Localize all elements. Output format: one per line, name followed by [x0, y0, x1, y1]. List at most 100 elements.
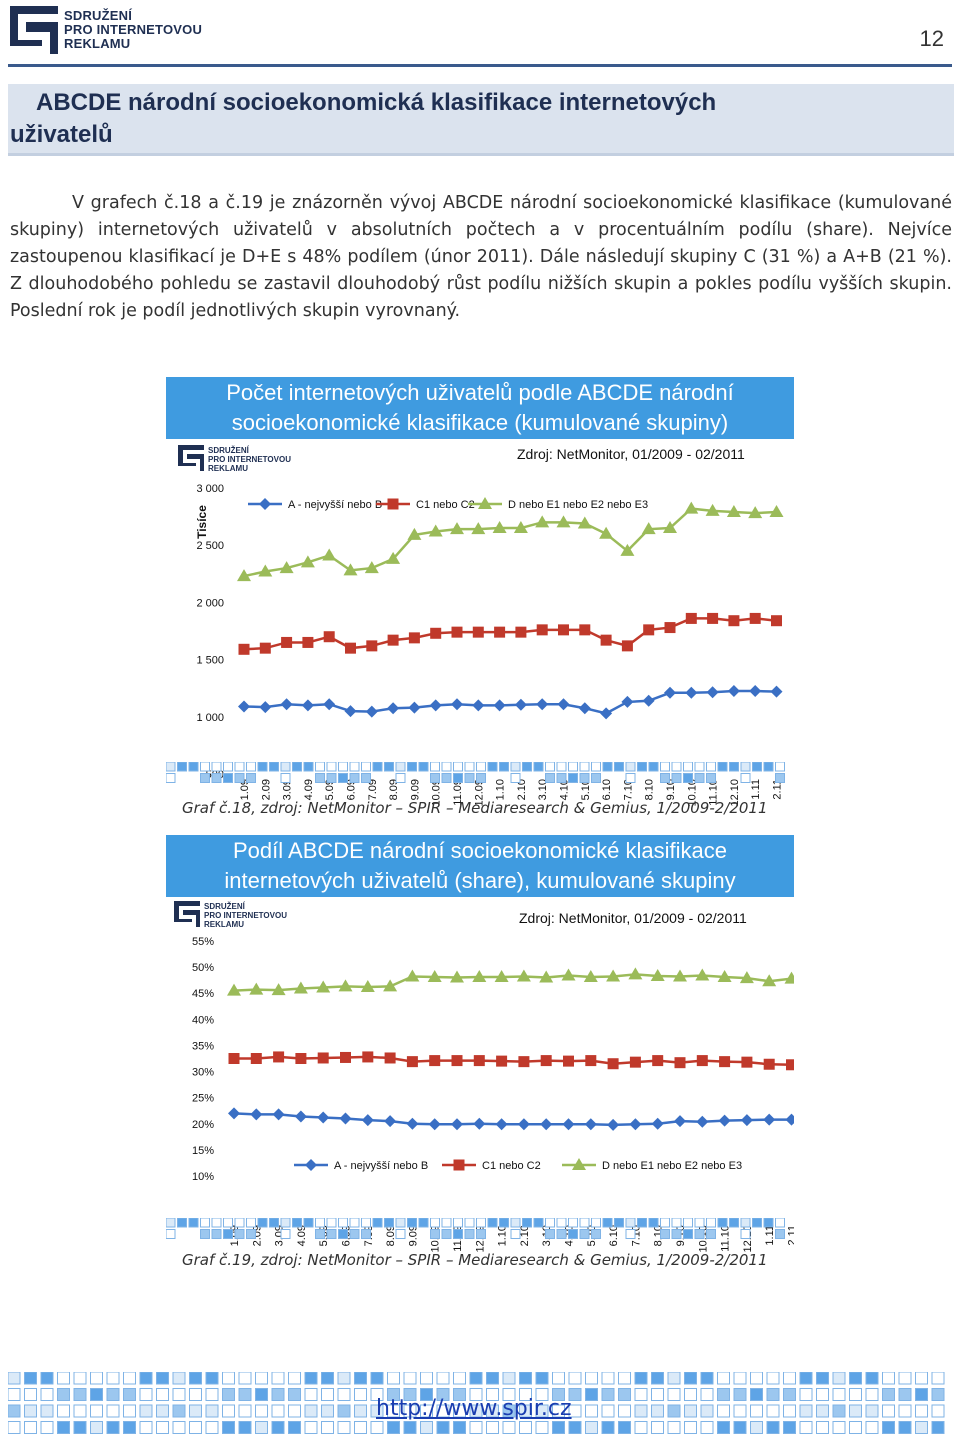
- chart-title-line: Počet internetových uživatelů podle ABCD…: [226, 380, 734, 405]
- decorative-square: [211, 1229, 222, 1239]
- decorative-square: [418, 762, 429, 772]
- decorative-square: [123, 1372, 136, 1385]
- decorative-square: [255, 1421, 268, 1434]
- decorative-square: [280, 762, 291, 772]
- decorative-square: [321, 1388, 334, 1401]
- decorative-square: [337, 1372, 351, 1385]
- decorative-square: [370, 1372, 384, 1385]
- decorative-square: [177, 1218, 187, 1228]
- x-tick-label: 9.09: [407, 1225, 419, 1246]
- data-point: [629, 1118, 642, 1131]
- chart-title-line: socioekonomické klasifikace (kumulované …: [231, 410, 729, 435]
- decorative-square: [372, 762, 383, 772]
- decorative-square: [519, 1421, 532, 1434]
- x-tick-label: 1.11: [750, 779, 762, 800]
- decorative-square: [246, 1218, 256, 1228]
- data-point: [340, 1051, 351, 1063]
- decorative-square: [361, 773, 371, 783]
- decorative-square: [40, 1388, 54, 1401]
- decorative-squares-band: [166, 1218, 785, 1239]
- decorative-square: [57, 1404, 70, 1418]
- decorative-square: [671, 1218, 682, 1228]
- decorative-square: [156, 1388, 169, 1401]
- decorative-square: [188, 1218, 199, 1228]
- decorative-square: [189, 1421, 202, 1434]
- data-point: [621, 695, 634, 708]
- decorative-square: [799, 1372, 813, 1385]
- legend-label: C1 nebo C2: [482, 1160, 541, 1172]
- data-point: [762, 974, 777, 987]
- decorative-square: [729, 762, 739, 772]
- decorative-square: [898, 1421, 912, 1434]
- data-point: [620, 543, 635, 556]
- decorative-square: [372, 1218, 383, 1228]
- decorative-square: [898, 1404, 912, 1418]
- data-point: [535, 515, 550, 528]
- data-point: [727, 685, 740, 698]
- data-point: [562, 1118, 575, 1131]
- y-tick-label: 20%: [192, 1119, 214, 1131]
- decorative-square: [476, 1218, 486, 1228]
- data-point: [228, 1107, 240, 1120]
- x-tick-label: 2.09: [260, 779, 272, 800]
- data-point: [643, 624, 655, 636]
- decorative-square: [430, 773, 440, 783]
- decorative-square: [156, 1421, 169, 1434]
- chart-source: Zdroj: NetMonitor, 01/2009 - 02/2011: [517, 446, 745, 462]
- data-point: [250, 1108, 263, 1121]
- x-tick-label: 8.10: [644, 779, 656, 800]
- x-tick-label: 1.10: [495, 779, 507, 800]
- decorative-square: [667, 1388, 681, 1401]
- decorative-square: [775, 1229, 785, 1239]
- data-point: [642, 694, 655, 707]
- data-point: [280, 698, 293, 711]
- chart-logo-mark: [179, 915, 196, 919]
- data-point: [584, 1118, 597, 1131]
- data-point: [472, 699, 485, 712]
- decorative-square: [556, 1218, 567, 1228]
- decorative-square: [579, 773, 590, 783]
- decorative-square: [816, 1372, 829, 1385]
- decorative-square: [671, 1229, 682, 1239]
- decorative-square: [545, 1218, 555, 1228]
- decorative-square: [420, 1421, 433, 1434]
- series-line: [243, 689, 777, 715]
- data-point: [272, 1108, 285, 1121]
- chart-19-title: Podíl ABCDE národní socioekonomické klas…: [166, 835, 794, 897]
- decorative-square: [579, 1218, 590, 1228]
- data-point: [728, 615, 740, 627]
- data-point: [429, 699, 442, 712]
- decorative-square: [338, 1229, 348, 1239]
- data-point: [343, 563, 358, 576]
- x-tick-label: 11.10: [708, 779, 720, 806]
- legend-label: A - nejvyšší nebo B: [334, 1160, 428, 1172]
- decorative-square: [717, 1218, 728, 1228]
- spir-website-link[interactable]: http://www.spir.cz: [376, 1396, 572, 1421]
- data-point: [323, 698, 336, 711]
- decorative-square: [211, 762, 222, 772]
- decorative-square: [865, 1372, 879, 1385]
- decorative-square: [280, 1229, 291, 1239]
- decorative-square: [395, 1229, 406, 1239]
- y-tick-label: 2 500: [196, 540, 224, 552]
- section-heading-box: ABCDE národní socioekonomická klasifikac…: [8, 84, 954, 156]
- decorative-square: [556, 773, 567, 783]
- y-axis-label: Tisíce: [195, 505, 209, 539]
- data-point: [579, 624, 591, 636]
- decorative-square: [200, 1229, 210, 1239]
- decorative-square: [614, 1218, 624, 1228]
- decorative-square: [849, 1421, 862, 1434]
- decorative-square: [205, 1388, 219, 1401]
- logo-line: REKLAMU: [64, 36, 131, 51]
- decorative-square: [24, 1372, 37, 1385]
- decorative-square: [522, 1218, 532, 1228]
- data-point: [339, 1112, 352, 1125]
- decorative-square: [684, 1421, 697, 1434]
- decorative-square: [189, 1404, 202, 1418]
- decorative-square: [915, 1404, 928, 1418]
- decorative-square: [648, 1218, 659, 1228]
- data-point: [405, 969, 420, 982]
- x-tick-label: 3.09: [282, 779, 294, 800]
- decorative-square: [660, 1218, 670, 1228]
